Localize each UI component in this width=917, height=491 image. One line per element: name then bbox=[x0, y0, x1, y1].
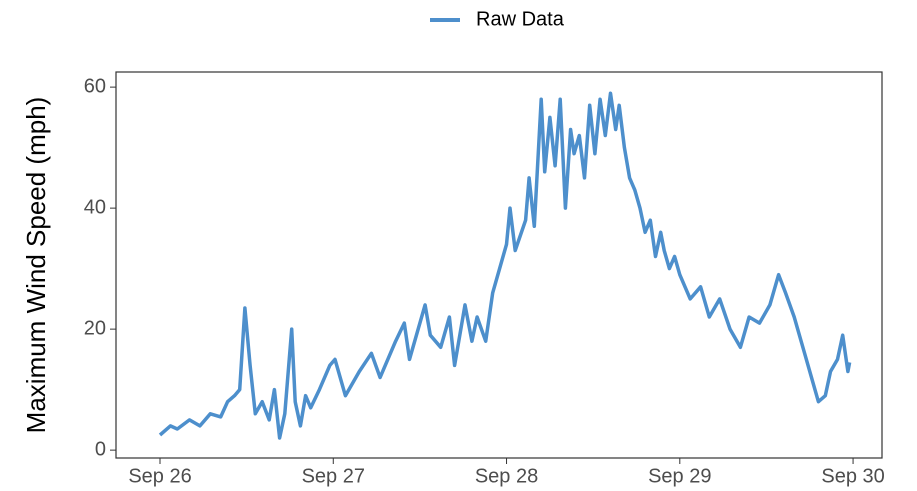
legend-label: Raw Data bbox=[476, 8, 565, 30]
x-tick-label: Sep 29 bbox=[648, 465, 711, 487]
x-tick-label: Sep 27 bbox=[302, 465, 365, 487]
plot-frame bbox=[115, 71, 883, 459]
y-tick-label: 20 bbox=[84, 317, 106, 339]
x-tick-label: Sep 28 bbox=[475, 465, 538, 487]
y-tick-label: 0 bbox=[95, 438, 106, 460]
x-tick-label: Sep 26 bbox=[128, 465, 191, 487]
y-tick-label: 40 bbox=[84, 196, 106, 218]
y-axis-label: Maximum Wind Speed (mph) bbox=[21, 97, 51, 434]
y-tick-label: 60 bbox=[84, 75, 106, 97]
x-tick-label: Sep 30 bbox=[821, 465, 884, 487]
data-line bbox=[158, 91, 852, 440]
